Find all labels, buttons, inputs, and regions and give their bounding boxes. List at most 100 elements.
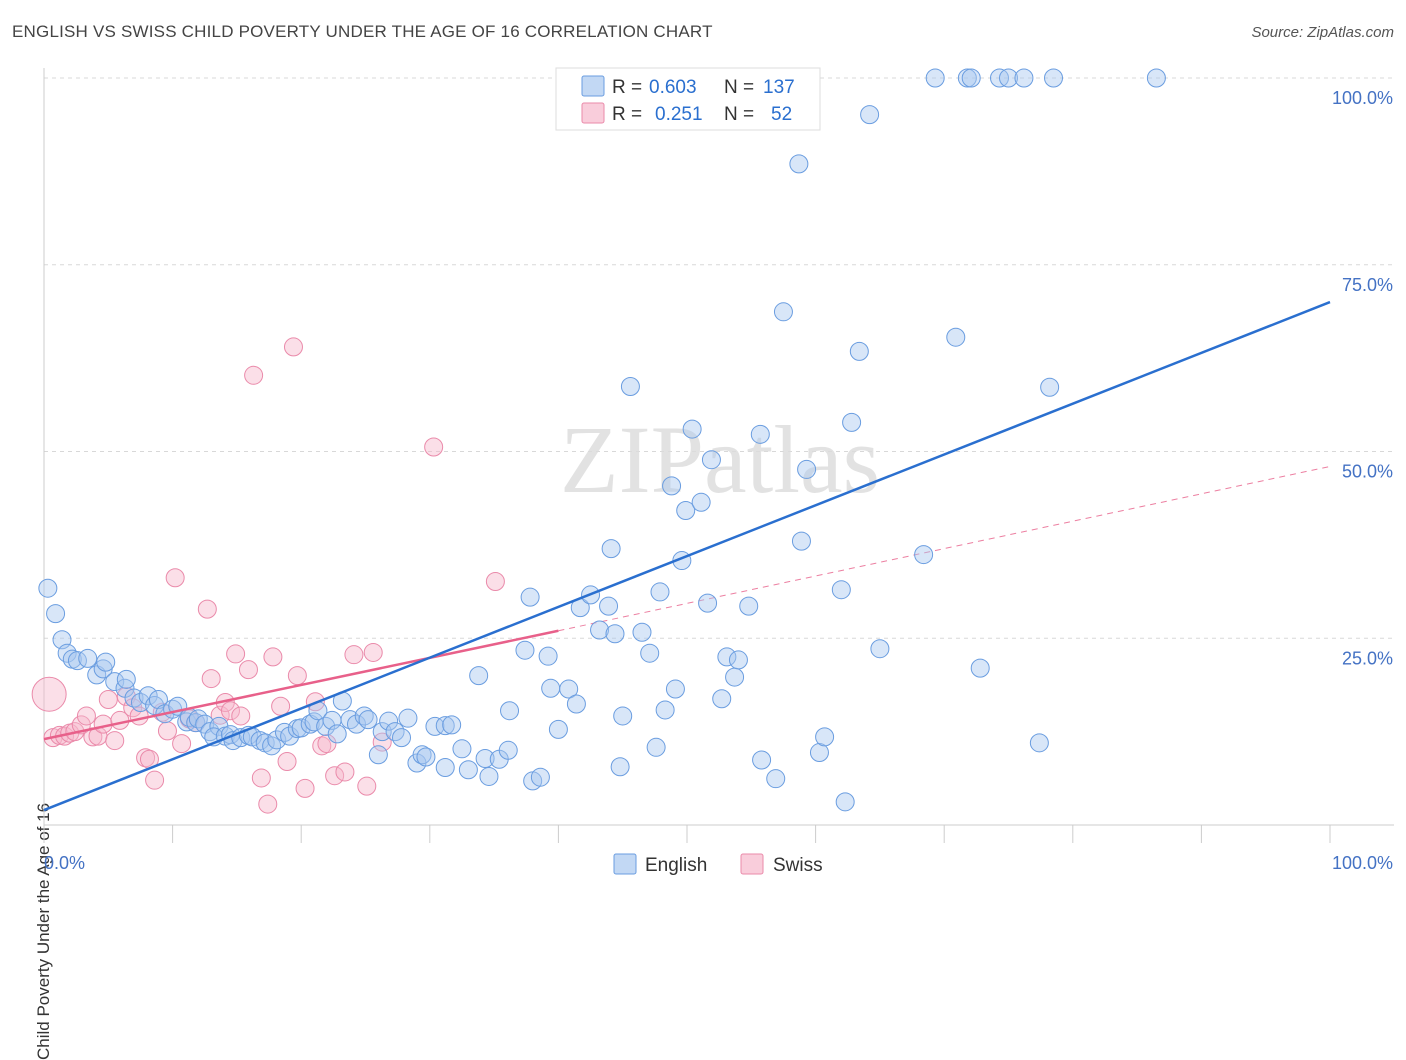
swiss-point xyxy=(277,752,297,772)
english-point xyxy=(860,105,880,125)
english-point xyxy=(479,766,499,786)
swiss-point xyxy=(98,690,118,710)
english-point xyxy=(701,450,721,470)
swiss-point xyxy=(157,721,177,741)
english-point xyxy=(520,587,540,607)
legend-top: R = 0.603 N = 137 R = 0.251 N = 52 xyxy=(555,67,821,131)
english-point xyxy=(267,730,287,750)
english-point xyxy=(999,68,1018,88)
english-point xyxy=(717,647,737,667)
swiss-point xyxy=(312,736,332,756)
english-point xyxy=(498,740,518,760)
legend-english-r-value: 0.603 xyxy=(649,77,697,98)
legend-english-swatch xyxy=(581,75,605,97)
swiss-point xyxy=(238,660,258,680)
legend-english-r-label: R = xyxy=(612,77,642,98)
legend-bottom-english-label: English xyxy=(645,855,707,876)
swiss-point xyxy=(372,732,392,752)
english-point xyxy=(425,716,445,736)
english-point xyxy=(870,639,890,659)
english-point xyxy=(925,68,945,88)
tick-labels: 25.0% 50.0% 75.0% 100.0% 0.0% 100.0% xyxy=(44,88,1393,873)
y-tick-label: 25.0% xyxy=(1342,648,1393,668)
english-point xyxy=(728,650,748,670)
swiss-point xyxy=(295,778,315,798)
english-point xyxy=(559,679,579,699)
english-point xyxy=(640,643,660,663)
english-point xyxy=(368,745,388,765)
legend-swiss-r-value: 0.251 xyxy=(655,104,703,125)
english-point xyxy=(809,743,829,763)
english-point xyxy=(650,582,670,602)
x-tick-label: 100.0% xyxy=(1332,853,1393,873)
legend-english-n-label: N = xyxy=(724,77,754,98)
legend-swiss-n-value: 52 xyxy=(771,104,792,125)
swiss-point xyxy=(244,365,264,385)
english-point xyxy=(946,327,966,347)
english-point xyxy=(145,695,165,715)
swiss-point xyxy=(357,776,377,796)
english-point xyxy=(620,377,640,397)
source-label: Source: ZipAtlas.com xyxy=(1251,24,1394,41)
english-point xyxy=(646,737,666,757)
legend-bottom: English Swiss xyxy=(613,853,823,876)
y-tick-label: 75.0% xyxy=(1342,275,1393,295)
english-point xyxy=(725,667,745,687)
english-point xyxy=(541,678,561,698)
english-point xyxy=(662,476,682,496)
swiss-point xyxy=(172,734,192,754)
legend-english-n-value: 137 xyxy=(763,77,795,98)
english-point xyxy=(665,679,685,699)
english-point xyxy=(750,424,770,444)
swiss-point xyxy=(325,766,345,786)
swiss-point xyxy=(263,647,283,667)
english-point xyxy=(835,792,855,812)
english-point xyxy=(548,719,568,739)
english-point xyxy=(200,722,220,742)
y-tick-label: 100.0% xyxy=(1332,88,1393,108)
english-point xyxy=(712,689,732,709)
swiss-point xyxy=(258,794,278,814)
english-point xyxy=(500,701,520,721)
english-point xyxy=(452,739,472,759)
legend-swiss-n-label: N = xyxy=(724,104,754,125)
legend-bottom-english-swatch xyxy=(613,853,637,875)
swiss-point xyxy=(363,642,383,662)
axes xyxy=(43,68,1394,843)
legend-bottom-swiss-swatch xyxy=(740,853,764,875)
scatter-chart: ZIPatlas 25.0%50.0%75.0%100.0%0.0% 100.0%… xyxy=(31,67,1394,876)
legend-swiss-r-label: R = xyxy=(612,104,642,125)
swiss-trend-line xyxy=(43,629,559,741)
legend-swiss-swatch xyxy=(581,102,605,124)
english-point xyxy=(416,747,436,767)
english-point xyxy=(605,624,625,644)
english-point xyxy=(116,669,136,689)
swiss-point xyxy=(485,571,505,591)
english-point xyxy=(970,658,990,678)
english-point xyxy=(691,492,711,512)
swiss-point xyxy=(271,696,291,716)
y-tick-label: 50.0% xyxy=(1342,462,1393,482)
english-point xyxy=(815,727,835,747)
english-point xyxy=(250,731,270,751)
english-point xyxy=(676,501,696,521)
english-point xyxy=(78,648,98,668)
english-point xyxy=(1014,68,1034,88)
english-point xyxy=(327,724,347,744)
english-point xyxy=(530,767,550,787)
english-point xyxy=(613,706,633,726)
swiss-point xyxy=(231,706,251,726)
swiss-point xyxy=(105,731,125,751)
english-point xyxy=(1044,68,1064,88)
english-point xyxy=(632,622,652,642)
english-point xyxy=(398,708,418,728)
swiss-point xyxy=(197,599,217,619)
english-point xyxy=(961,68,981,88)
swiss-point xyxy=(424,437,444,457)
english-points xyxy=(38,68,1331,812)
chart-title: ENGLISH VS SWISS CHILD POVERTY UNDER THE… xyxy=(12,22,713,41)
swiss-point xyxy=(287,666,307,686)
english-point xyxy=(346,714,366,734)
swiss-point xyxy=(145,770,165,790)
swiss-point xyxy=(283,337,303,357)
